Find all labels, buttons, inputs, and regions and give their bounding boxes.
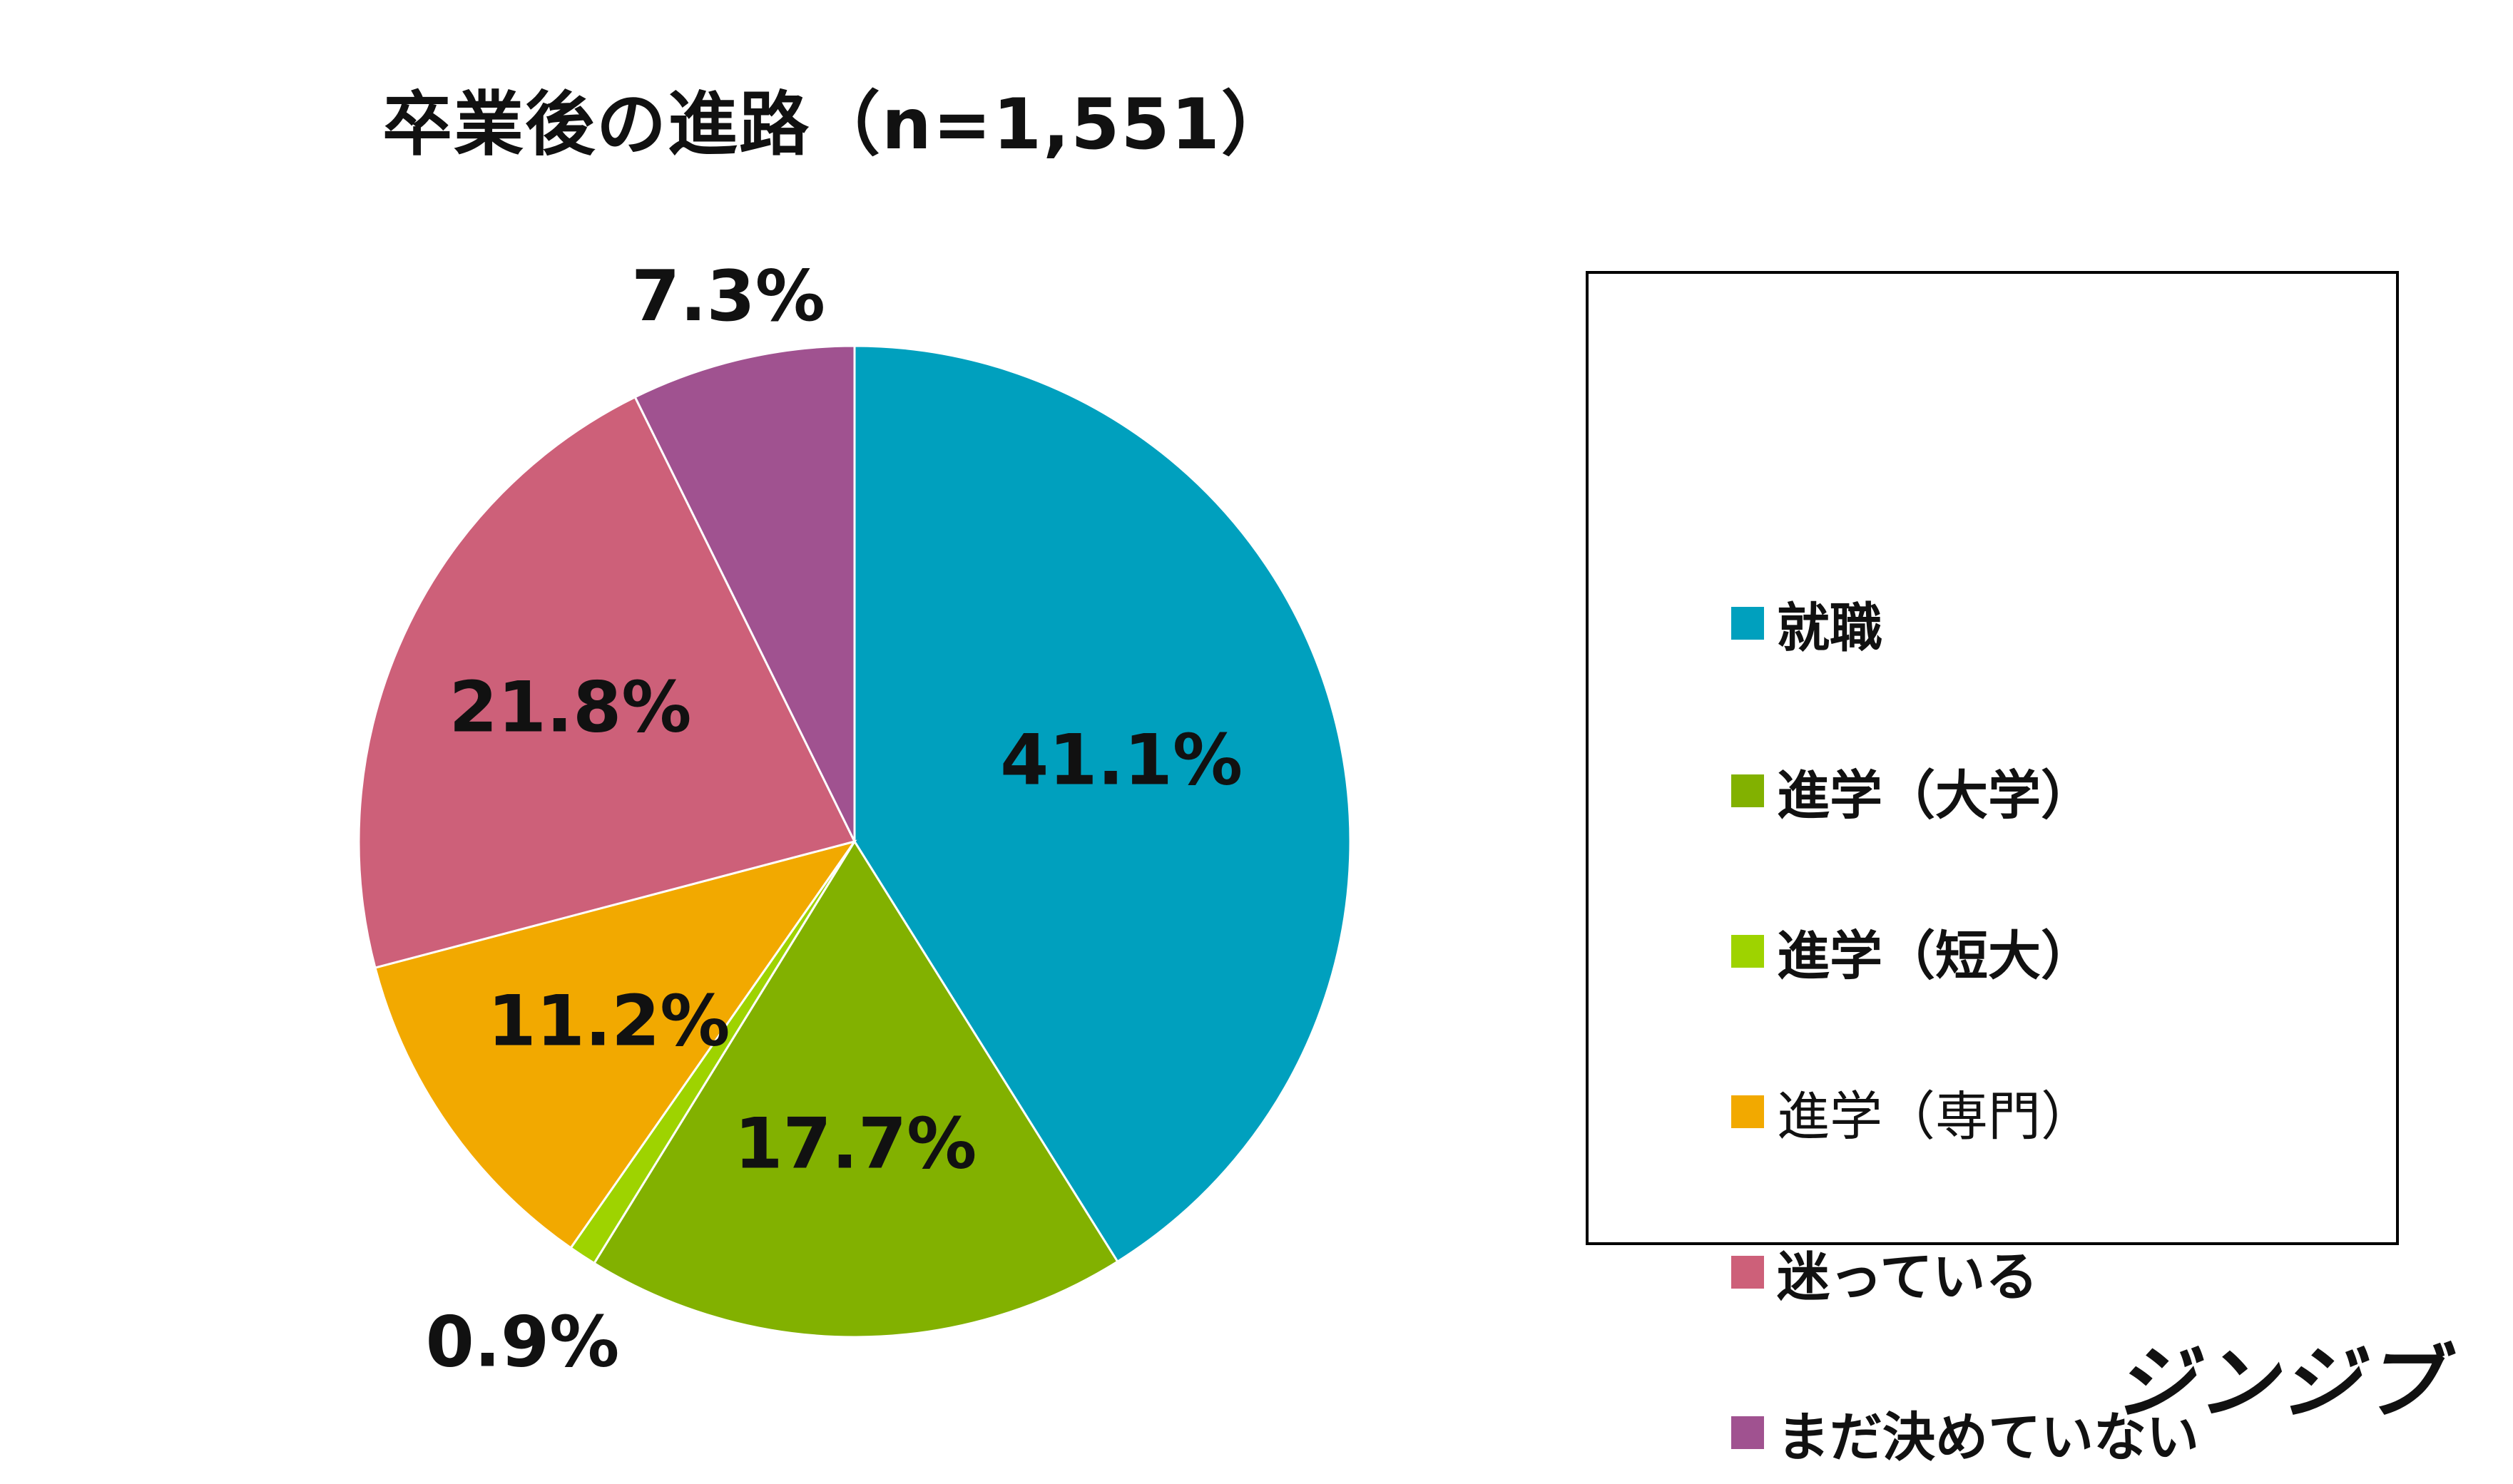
- legend-item-not-decided-yet: まだ決めていない: [1731, 1401, 2199, 1468]
- data-label-vocational: 11.2%: [488, 981, 730, 1063]
- data-label-junior-college: 0.9%: [426, 1302, 620, 1383]
- legend-label-undecided: 迷っている: [1777, 1246, 2039, 1308]
- legend-swatch-undecided: [1731, 1256, 1764, 1289]
- legend: 就職 進学（大学） 進学（短大） 進学（専門） 迷っている まだ決めていない: [1586, 271, 2399, 1468]
- data-label-undecided: 21.8%: [449, 667, 692, 748]
- chart-title: 卒業後の進路（n=1,551）: [382, 84, 1293, 165]
- legend-swatch-university: [1731, 774, 1764, 807]
- legend-label-employment: 就職: [1777, 597, 1882, 659]
- legend-swatch-junior-college: [1731, 935, 1764, 968]
- legend-item-university: 進学（大学）: [1731, 759, 2094, 827]
- legend-label-junior-college: 進学（短大）: [1777, 925, 2094, 987]
- pie-slice-university: [592, 839, 1119, 1339]
- legend-swatch-vocational: [1731, 1095, 1764, 1128]
- legend-item-junior-college: 進学（短大）: [1731, 919, 2094, 987]
- brand-logo: ジンジブ: [2114, 1337, 2445, 1430]
- pie-slice-employment: [853, 344, 1352, 1264]
- legend-item-undecided: 迷っている: [1731, 1240, 2038, 1308]
- data-label-employment: 41.1%: [1000, 720, 1243, 801]
- legend-item-vocational: 進学（専門）: [1731, 1080, 2094, 1147]
- pie-slice-vocational: [374, 839, 857, 1249]
- legend-swatch-employment: [1731, 607, 1764, 640]
- data-label-not-decided-yet: 7.3%: [631, 256, 825, 337]
- legend-swatch-not-decided-yet: [1731, 1416, 1764, 1449]
- data-label-university: 17.7%: [734, 1104, 977, 1185]
- legend-label-vocational: 進学（専門）: [1777, 1085, 2094, 1147]
- pie-slice-not-decided-yet: [633, 344, 856, 842]
- pie-slice-undecided: [357, 395, 857, 969]
- legend-item-employment: 就職: [1731, 591, 1882, 659]
- legend-label-university: 進学（大学）: [1777, 764, 2094, 827]
- legend-label-not-decided-yet: まだ決めていない: [1777, 1406, 2199, 1468]
